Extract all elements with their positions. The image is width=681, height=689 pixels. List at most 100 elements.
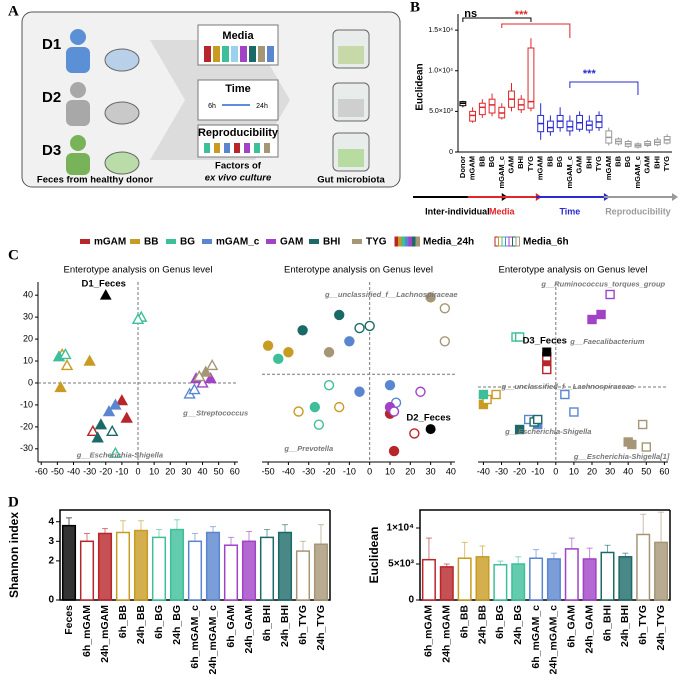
chart-title: Enterotype analysis on Genus level xyxy=(284,265,433,276)
bar xyxy=(259,536,275,601)
x-tick-label: -10 xyxy=(531,466,544,476)
x-tick-label: TYG xyxy=(662,156,671,172)
x-tick-label: -30 xyxy=(83,466,96,476)
bracket xyxy=(569,81,639,95)
x-tick-label: -50 xyxy=(51,466,64,476)
legend-label: mGAM_c xyxy=(216,237,260,248)
legend-label: BG xyxy=(180,237,195,248)
x-tick-label: -50 xyxy=(262,466,275,476)
x-tick-label: mGAM xyxy=(604,156,613,180)
annotation: *** xyxy=(515,9,529,21)
bar xyxy=(205,531,221,601)
legend-swatch xyxy=(412,236,417,247)
point xyxy=(344,336,355,347)
annotation: g__Escherichia-Shigella xyxy=(76,450,163,459)
legend-swatch xyxy=(309,239,319,244)
x-tick-label: 24h_BG xyxy=(171,605,183,645)
x-tick-label: 6h_mGAM_c xyxy=(189,605,201,669)
point xyxy=(491,389,501,400)
point xyxy=(533,414,543,425)
x-tick-label: BG xyxy=(555,156,564,167)
x-tick-label: BHI xyxy=(584,156,593,169)
x-tick-label: 60 xyxy=(230,466,240,476)
y-tick-label: 40 xyxy=(23,290,33,300)
box xyxy=(566,120,574,132)
factor-label: Time xyxy=(225,83,250,95)
point xyxy=(439,336,451,347)
x-tick-label: BB xyxy=(545,155,554,166)
x-tick-label: 50 xyxy=(214,466,224,476)
legend-label: Media_6h xyxy=(523,237,569,248)
legend-swatch xyxy=(501,236,506,247)
y-tick-label: 0 xyxy=(408,595,414,606)
bar xyxy=(457,557,472,601)
annotation: ns xyxy=(464,8,477,20)
x-tick-label: mGAM xyxy=(468,156,477,180)
x-tick-label: 20 xyxy=(405,466,415,476)
group-label: Reproducibility xyxy=(605,206,671,216)
point xyxy=(388,445,400,457)
time-label: 24h xyxy=(256,103,268,110)
point xyxy=(109,446,122,458)
x-tick-label: 10 xyxy=(385,466,395,476)
x-tick-label: 24h_TYG xyxy=(655,605,667,651)
y-tick-label: 30 xyxy=(23,311,33,321)
x-tick-label: 24h_BHI xyxy=(619,605,631,647)
point xyxy=(388,406,400,417)
y-axis-label: Euclidean xyxy=(367,527,381,584)
x-tick-label: BHI xyxy=(652,156,661,169)
point xyxy=(439,303,451,314)
bar xyxy=(79,540,95,601)
y-axis-label: Euclidean xyxy=(415,63,426,110)
chart-title: Enterotype analysis on Genus level xyxy=(64,265,213,276)
legend-swatch xyxy=(80,239,90,244)
point xyxy=(193,369,206,382)
x-tick-label: 24h_TYG xyxy=(315,605,327,651)
y-tick-label: 5.0×10³ xyxy=(429,108,454,115)
point xyxy=(273,353,284,365)
x-tick-label: 20 xyxy=(165,466,175,476)
point xyxy=(364,320,375,332)
x-tick-label: mGAM xyxy=(536,156,545,180)
point xyxy=(204,372,217,384)
annotation: *** xyxy=(583,68,597,80)
legend-swatch xyxy=(266,239,276,244)
x-tick-label: 6h_GAM xyxy=(225,605,237,648)
caption: Feces from healthy donor xyxy=(37,175,153,186)
x-tick-label: 6h_TYG xyxy=(297,605,309,645)
point-label: D3_Feces xyxy=(523,336,567,347)
culture-jars xyxy=(332,29,370,172)
point xyxy=(106,424,119,436)
legend-swatch xyxy=(398,236,403,247)
bar xyxy=(546,558,561,601)
y-tick-label: 20 xyxy=(23,333,33,343)
point xyxy=(605,289,615,300)
x-tick-label: 24h_BB xyxy=(476,605,488,645)
panel-label: B xyxy=(410,0,420,15)
x-tick-label: BB xyxy=(613,155,622,166)
annotation: g__Prevotella xyxy=(283,444,333,453)
bar xyxy=(115,531,131,601)
y-tick-label: 4 xyxy=(48,516,54,527)
point xyxy=(60,358,74,371)
x-tick-label: 24h_BHI xyxy=(279,605,291,647)
point xyxy=(297,325,308,336)
legend-swatch xyxy=(512,236,517,247)
y-tick-label: 0 xyxy=(449,149,453,156)
legend-swatch xyxy=(505,236,510,247)
x-tick-label: 24h_mGAM_c xyxy=(548,605,560,675)
bar xyxy=(187,540,203,601)
y-tick-label: -10 xyxy=(20,399,33,409)
x-tick-label: mGAM_c xyxy=(633,156,642,189)
x-tick-label: 40 xyxy=(446,466,456,476)
x-tick-label: BG xyxy=(487,156,496,167)
bar xyxy=(475,556,490,601)
point xyxy=(323,379,335,391)
donor-label: D3 xyxy=(42,142,61,159)
x-tick-label: mGAM_c xyxy=(565,156,574,189)
bar xyxy=(61,524,77,601)
bar xyxy=(223,544,239,601)
caption: Factors of xyxy=(215,161,262,172)
x-tick-label: Feces xyxy=(63,605,75,635)
